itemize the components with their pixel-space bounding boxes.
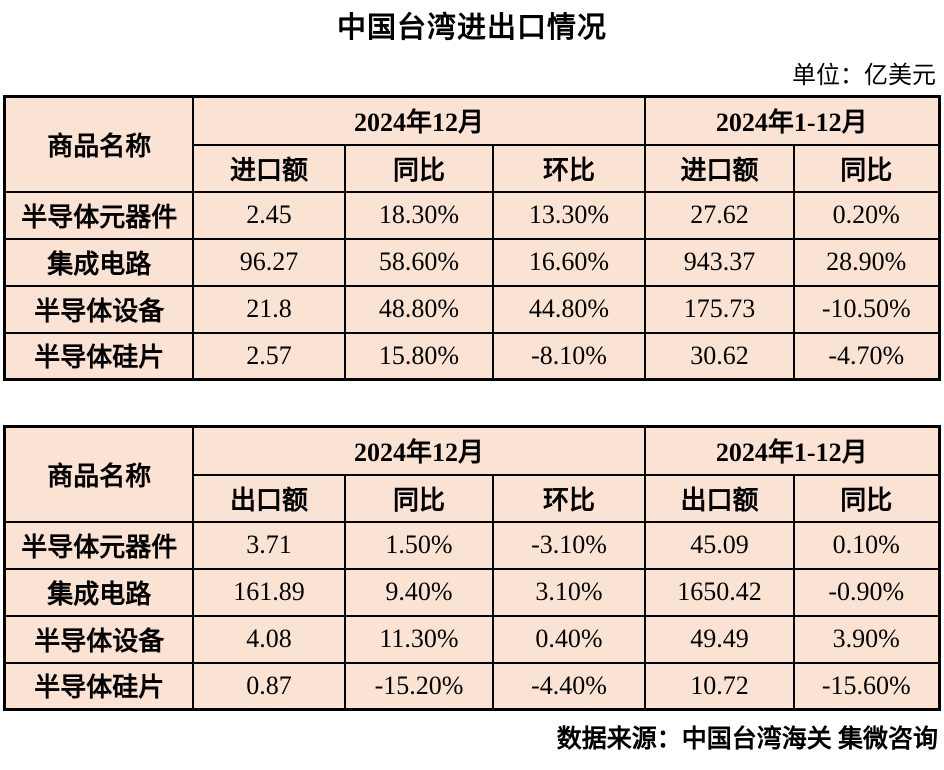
- data-cell: 27.62: [643, 190, 795, 240]
- data-cell: 13.30%: [491, 190, 646, 240]
- data-cell: -4.70%: [792, 331, 941, 381]
- data-cell: 161.89: [191, 567, 346, 617]
- header-group-row: 商品名称 2024年12月 2024年1-12月: [3, 425, 941, 523]
- corner-header: 商品名称: [3, 425, 194, 523]
- unit-note: 单位：亿美元: [792, 63, 936, 89]
- page-title: 中国台湾进出口情况: [336, 12, 607, 44]
- data-cell: 2.57: [191, 331, 346, 381]
- data-cell: 15.80%: [343, 331, 494, 381]
- table-row: 半导体硅片 2.57 15.80% -8.10% 30.62 -4.70%: [3, 331, 941, 381]
- data-cell: 4.08: [191, 614, 346, 664]
- import-table: 商品名称 2024年12月 2024年1-12月 进口额 同比 环比 进口额 同…: [3, 95, 941, 381]
- data-cell: -0.90%: [792, 567, 941, 617]
- export-table: 商品名称 2024年12月 2024年1-12月 出口额 同比 环比 出口额 同…: [3, 425, 941, 711]
- data-cell: 58.60%: [343, 237, 494, 287]
- table-gap: [0, 381, 944, 425]
- data-cell: 28.90%: [792, 237, 941, 287]
- column-group-label: 2024年1-12月: [643, 425, 941, 476]
- row-label: 半导体设备: [3, 614, 194, 664]
- row-label: 半导体元器件: [3, 190, 194, 240]
- column-header: 同比: [343, 473, 494, 523]
- corner-header: 商品名称: [3, 95, 194, 193]
- column-header: 进口额: [191, 143, 346, 193]
- column-header: 环比: [491, 143, 646, 193]
- table-row: 半导体元器件 2.45 18.30% 13.30% 27.62 0.20%: [3, 190, 941, 240]
- header-group-row: 商品名称 2024年12月 2024年1-12月: [3, 95, 941, 193]
- column-header: 环比: [491, 473, 646, 523]
- data-cell: 3.10%: [491, 567, 646, 617]
- data-cell: 10.72: [643, 661, 795, 711]
- data-cell: 30.62: [643, 331, 795, 381]
- table-row: 集成电路 161.89 9.40% 3.10% 1650.42 -0.90%: [3, 567, 941, 617]
- data-cell: 18.30%: [343, 190, 494, 240]
- row-label: 半导体硅片: [3, 331, 194, 381]
- column-header: 同比: [343, 143, 494, 193]
- data-cell: 0.20%: [792, 190, 941, 240]
- row-label: 集成电路: [3, 237, 194, 287]
- data-cell: 16.60%: [491, 237, 646, 287]
- data-cell: 96.27: [191, 237, 346, 287]
- table-row: 半导体元器件 3.71 1.50% -3.10% 45.09 0.10%: [3, 520, 941, 570]
- data-cell: -8.10%: [491, 331, 646, 381]
- data-cell: 3.90%: [792, 614, 941, 664]
- data-cell: 2.45: [191, 190, 346, 240]
- header-cols-row: 出口额 同比 环比 出口额 同比: [5, 473, 941, 523]
- column-header: 同比: [792, 143, 941, 193]
- data-cell: -10.50%: [792, 284, 941, 334]
- data-cell: 1650.42: [643, 567, 795, 617]
- column-group-label: 2024年1-12月: [643, 95, 941, 146]
- source-note: 数据来源：中国台湾海关 集微咨询: [556, 726, 938, 753]
- data-cell: -15.60%: [792, 661, 941, 711]
- data-cell: -15.20%: [343, 661, 494, 711]
- table-row: 半导体设备 4.08 11.30% 0.40% 49.49 3.90%: [3, 614, 941, 664]
- table-row: 半导体硅片 0.87 -15.20% -4.40% 10.72 -15.60%: [3, 661, 941, 711]
- data-cell: 9.40%: [343, 567, 494, 617]
- data-cell: 0.87: [191, 661, 346, 711]
- column-header: 同比: [792, 473, 941, 523]
- data-cell: -4.40%: [491, 661, 646, 711]
- data-cell: 943.37: [643, 237, 795, 287]
- header-cols-row: 进口额 同比 环比 进口额 同比: [5, 143, 941, 193]
- data-cell: 175.73: [643, 284, 795, 334]
- column-header: 进口额: [643, 143, 795, 193]
- data-cell: 21.8: [191, 284, 346, 334]
- data-cell: 1.50%: [343, 520, 494, 570]
- data-cell: 0.40%: [491, 614, 646, 664]
- table-row: 半导体设备 21.8 48.80% 44.80% 175.73 -10.50%: [3, 284, 941, 334]
- column-header: 出口额: [191, 473, 346, 523]
- row-label: 半导体元器件: [3, 520, 194, 570]
- data-cell: 45.09: [643, 520, 795, 570]
- data-cell: 0.10%: [792, 520, 941, 570]
- row-label: 集成电路: [3, 567, 194, 617]
- column-group-label: 2024年12月: [191, 425, 646, 476]
- data-cell: 48.80%: [343, 284, 494, 334]
- row-label: 半导体硅片: [3, 661, 194, 711]
- data-cell: 49.49: [643, 614, 795, 664]
- column-header: 出口额: [643, 473, 795, 523]
- data-cell: 11.30%: [343, 614, 494, 664]
- data-cell: 3.71: [191, 520, 346, 570]
- column-group-label: 2024年12月: [191, 95, 646, 146]
- row-label: 半导体设备: [3, 284, 194, 334]
- data-cell: 44.80%: [491, 284, 646, 334]
- table-row: 集成电路 96.27 58.60% 16.60% 943.37 28.90%: [3, 237, 941, 287]
- data-cell: -3.10%: [491, 520, 646, 570]
